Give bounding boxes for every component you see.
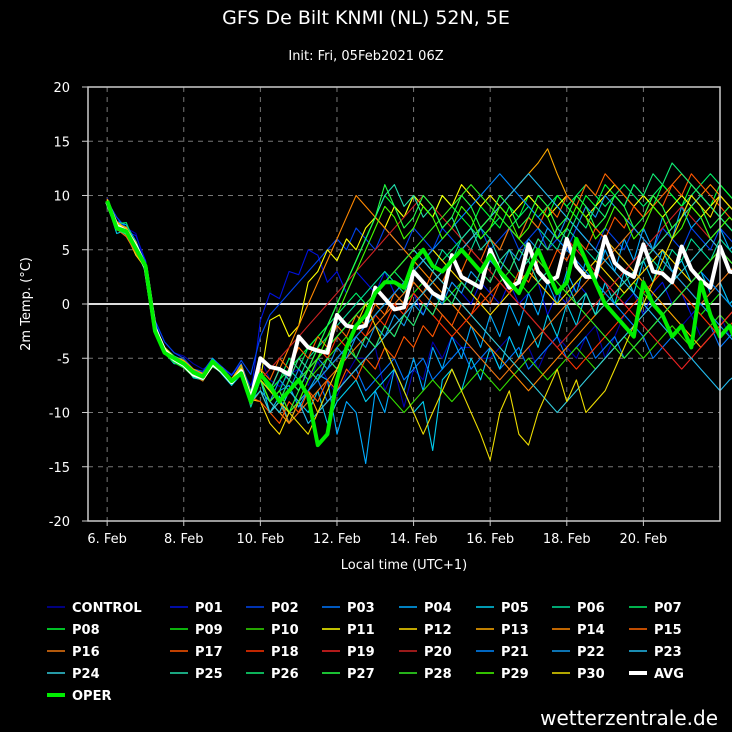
- legend-label: P15: [654, 623, 682, 638]
- y-tick-label: -15: [49, 461, 70, 476]
- legend-label: P25: [195, 667, 223, 682]
- legend-label: P16: [72, 645, 100, 660]
- y-axis-label: 2m Temp. (°C): [19, 257, 34, 351]
- legend-label: P30: [577, 667, 605, 682]
- legend-label: P29: [501, 667, 529, 682]
- y-tick-label: 15: [53, 135, 70, 150]
- y-tick-label: 10: [53, 190, 70, 205]
- chart-subtitle: Init: Fri, 05Feb2021 06Z: [288, 49, 443, 64]
- legend-label: P19: [347, 645, 375, 660]
- legend-label: P04: [424, 601, 452, 616]
- y-tick-label: -20: [49, 515, 70, 530]
- legend-label: P27: [347, 667, 375, 682]
- legend-label: P22: [577, 645, 605, 660]
- plot-area: [87, 86, 732, 522]
- y-tick-label: 5: [62, 244, 70, 259]
- legend-label: P28: [424, 667, 452, 682]
- legend-label: P17: [195, 645, 223, 660]
- credit-text: wetterzentrale.de: [540, 706, 718, 730]
- grid: [88, 86, 720, 522]
- x-tick-label: 20. Feb: [619, 532, 667, 547]
- y-tick-label: 0: [62, 298, 70, 313]
- x-tick-label: 14. Feb: [390, 532, 438, 547]
- chart-title: GFS De Bilt KNMI (NL) 52N, 5E: [222, 7, 510, 29]
- legend-label: P26: [271, 667, 299, 682]
- legend-label: P02: [271, 601, 299, 616]
- legend-label: P11: [347, 623, 375, 638]
- legend-label: P03: [347, 601, 375, 616]
- x-tick-label: 18. Feb: [543, 532, 591, 547]
- legend-label: P09: [195, 623, 223, 638]
- x-axis-label: Local time (UTC+1): [341, 558, 467, 573]
- legend-label: P13: [501, 623, 529, 638]
- y-ticks: -20 -15 -10 -5 0 5 10 15 20: [49, 81, 88, 530]
- legend-label: OPER: [72, 689, 111, 704]
- y-tick-label: 20: [53, 81, 70, 96]
- legend-label: P20: [424, 645, 452, 660]
- x-tick-label: 12. Feb: [313, 532, 361, 547]
- legend-label: P23: [654, 645, 682, 660]
- legend-label: P24: [72, 667, 100, 682]
- legend-label: P01: [195, 601, 223, 616]
- legend-label: P06: [577, 601, 605, 616]
- series-group: [105, 148, 732, 465]
- legend-label: P12: [424, 623, 452, 638]
- y-tick-label: -10: [49, 407, 70, 422]
- legend-label: P18: [271, 645, 299, 660]
- x-tick-label: 10. Feb: [236, 532, 284, 547]
- legend: CONTROL P01 P02 P03 P04 P05 P06 P07 P08 P09 P10 P11…: [47, 601, 684, 704]
- series-line-oper: [105, 200, 732, 448]
- y-tick-label: -5: [57, 352, 70, 367]
- legend-label: CONTROL: [72, 601, 142, 616]
- legend-label: P10: [271, 623, 299, 638]
- x-ticks: 6. Feb 8. Feb 10. Feb 12. Feb 14. Feb 16. Feb…: [87, 521, 667, 547]
- x-tick-label: 8. Feb: [164, 532, 204, 547]
- legend-label: P14: [577, 623, 605, 638]
- legend-label: P07: [654, 601, 682, 616]
- legend-label: P05: [501, 601, 529, 616]
- x-tick-label: 6. Feb: [87, 532, 127, 547]
- legend-label: P21: [501, 645, 529, 660]
- x-tick-label: 16. Feb: [466, 532, 514, 547]
- legend-label: P08: [72, 623, 100, 638]
- legend-label: AVG: [654, 667, 684, 682]
